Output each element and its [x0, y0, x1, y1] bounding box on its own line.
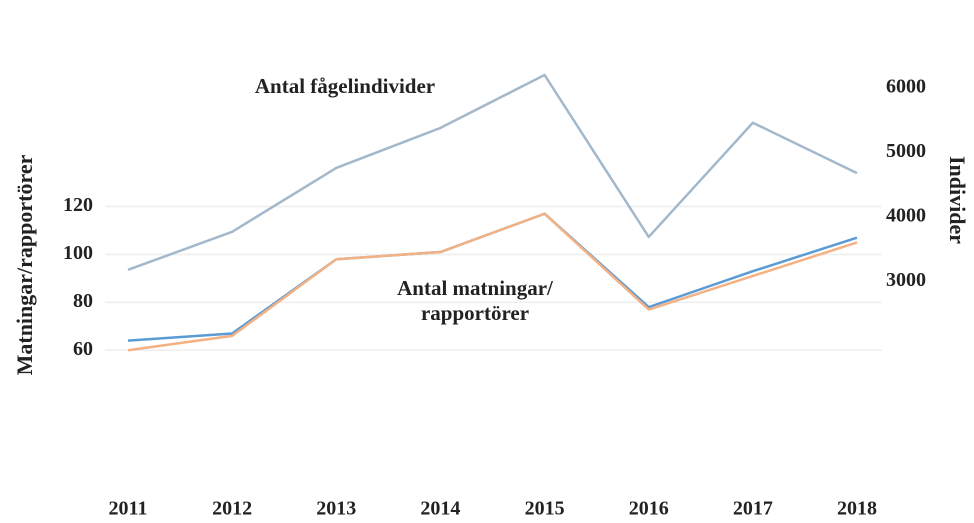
x-tick-label: 2016 [629, 498, 669, 520]
y2-tick-label: 3000 [886, 269, 926, 291]
y2-tick-label: 6000 [886, 76, 926, 98]
x-tick-label: 2014 [420, 498, 460, 520]
y-tick-label: 120 [63, 194, 93, 216]
series-line [127, 73, 858, 272]
y2-axis-label: Individer [945, 156, 970, 244]
y-axis-label: Matningar/rapportörer [12, 154, 37, 375]
annotation: Antal fågelindivider [255, 74, 435, 98]
x-tick-label: 2017 [733, 498, 773, 520]
y-tick-label: 80 [73, 290, 93, 312]
y2-tick-label: 5000 [886, 140, 926, 162]
series-line [127, 212, 858, 352]
x-tick-label: 2015 [525, 498, 565, 520]
x-tick-label: 2011 [109, 498, 148, 520]
x-tick-label: 2012 [212, 498, 252, 520]
y-tick-label: 60 [73, 338, 93, 360]
annotation: rapportörer [421, 301, 529, 325]
y2-tick-label: 4000 [886, 205, 926, 227]
y-tick-label: 100 [63, 242, 93, 264]
annotation: Antal matningar/ [397, 276, 554, 300]
x-tick-label: 2018 [837, 498, 877, 520]
x-tick-label: 2013 [316, 498, 356, 520]
